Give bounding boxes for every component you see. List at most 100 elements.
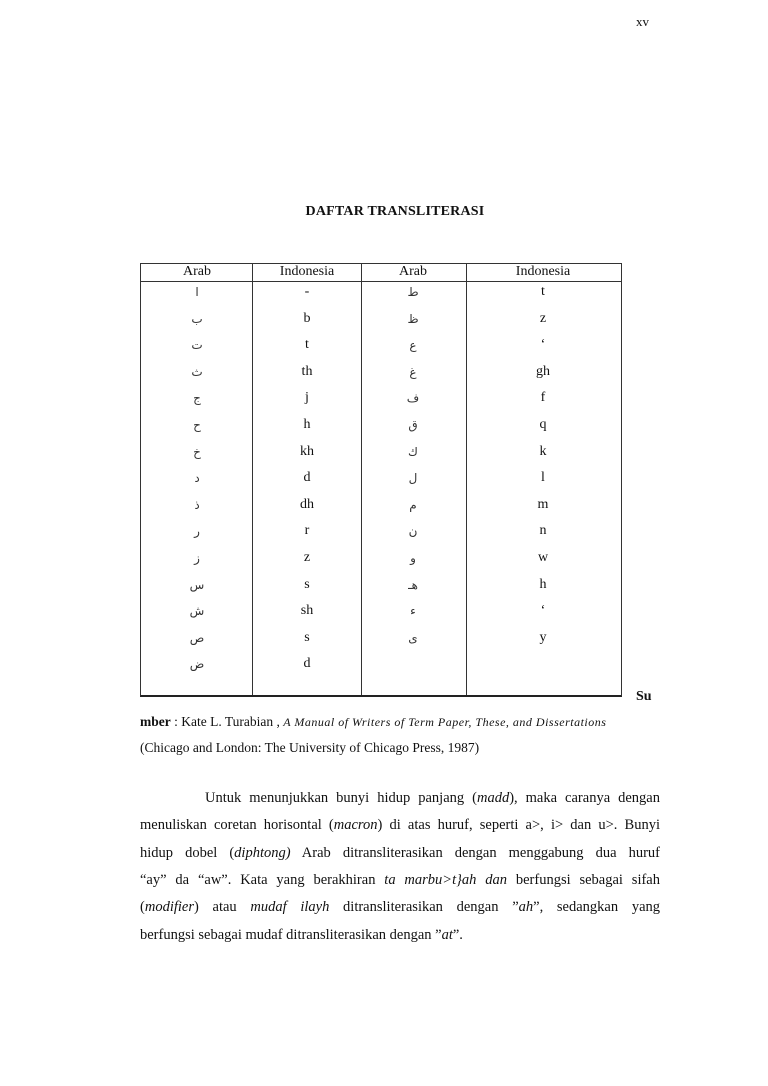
arabic-letter-cell: ك xyxy=(408,444,418,459)
text-segment: ”, sedangkan yang xyxy=(533,899,661,916)
arabic-letter-cell: ى xyxy=(408,630,418,645)
header-arab: Arab xyxy=(399,264,427,279)
text-segment: ”. xyxy=(452,926,463,943)
text-segment: ), maka caranya dengan xyxy=(509,790,660,806)
italic-term: madd xyxy=(476,790,510,806)
header-arab: Arab xyxy=(183,264,211,279)
paragraph-line: menuliskan coretan horisontal (macron) d… xyxy=(140,817,660,834)
header-indonesia: Indonesia xyxy=(279,264,335,279)
arabic-letter-cell: و xyxy=(410,551,416,565)
latin-letter-cell: ‘ xyxy=(540,603,546,619)
arabic-letter-cell: م xyxy=(409,497,417,512)
source-label-start: Su xyxy=(636,689,652,704)
latin-letter-cell: gh xyxy=(536,363,550,379)
page-number: xv xyxy=(636,14,649,29)
text-segment: ditransliterasikan dengan ” xyxy=(329,899,519,916)
text-segment: hidup dobel ( xyxy=(140,844,235,861)
text-segment: Arab ditransliterasikan dengan menggabun… xyxy=(290,844,660,861)
column-divider xyxy=(466,264,467,695)
source-publication: (Chicago and London: The University of C… xyxy=(140,740,480,755)
transliteration-table: Arab Indonesia Arab Indonesia ا - ط t ب b ظ z ت t… xyxy=(140,263,622,697)
latin-letter-cell: b xyxy=(303,310,311,326)
latin-letter-cell: k xyxy=(539,443,547,459)
latin-letter-cell: ‘ xyxy=(540,337,546,353)
arabic-letter-cell: ث xyxy=(191,364,203,379)
italic-term: ta marbu>t}ah dan xyxy=(384,871,508,888)
latin-letter-cell: t xyxy=(305,337,309,353)
latin-letter-cell: d xyxy=(303,656,311,672)
italic-term: ah xyxy=(518,899,534,916)
italic-term: modifier xyxy=(144,899,194,916)
arabic-letter-cell: ء xyxy=(410,604,416,619)
latin-letter-cell: d xyxy=(303,470,311,486)
arabic-letter-cell: ق xyxy=(408,418,418,432)
latin-letter-cell: j xyxy=(305,390,309,406)
arabic-letter-cell: د xyxy=(194,471,200,486)
latin-letter-cell: l xyxy=(541,470,545,486)
latin-letter-cell: sh xyxy=(300,603,314,619)
latin-letter-cell: m xyxy=(537,496,549,512)
italic-term: mudaf ilayh xyxy=(250,899,330,916)
arabic-letter-cell: ع xyxy=(409,338,417,353)
arabic-letter-cell: ف xyxy=(406,391,420,406)
paragraph-line: berfungsi sebagai mudaf ditransliterasik… xyxy=(140,927,660,944)
arabic-letter-cell: هـ xyxy=(408,577,418,592)
arabic-letter-cell: ظ xyxy=(407,311,419,326)
italic-term: diphtong) xyxy=(234,844,291,861)
arabic-letter-cell: ن xyxy=(408,524,418,539)
latin-letter-cell: t xyxy=(541,284,545,299)
arabic-letter-cell: ل xyxy=(408,471,418,486)
source-label-end: mber xyxy=(140,714,171,729)
paragraph-line: (modifier) atau mudaf ilayh ditransliter… xyxy=(140,899,660,916)
text-segment: ) di atas huruf, seperti a>, i> dan u>. … xyxy=(377,817,661,834)
italic-term: macron xyxy=(333,817,378,834)
paragraph-line: Untuk menunjukkan bunyi hidup panjang (m… xyxy=(205,790,660,807)
arabic-letter-cell: خ xyxy=(193,444,201,459)
text-segment: berfungsi sebagai mudaf ditransliterasik… xyxy=(140,926,442,943)
arabic-letter-cell: س xyxy=(189,577,205,592)
latin-letter-cell: - xyxy=(304,284,310,299)
latin-letter-cell: z xyxy=(303,550,311,565)
paragraph-line: hidup dobel (diphtong) Arab ditransliter… xyxy=(140,845,660,862)
latin-letter-cell: w xyxy=(537,550,549,565)
latin-letter-cell: n xyxy=(539,523,547,539)
latin-letter-cell: r xyxy=(304,523,310,539)
latin-letter-cell: th xyxy=(301,363,313,379)
source-book-title: A Manual of Writers of Term Paper, These… xyxy=(283,715,607,729)
arabic-letter-cell: ز xyxy=(194,551,200,565)
latin-letter-cell: h xyxy=(303,417,311,432)
arabic-letter-cell: ط xyxy=(407,285,419,299)
header-divider xyxy=(141,281,621,282)
column-divider xyxy=(252,264,253,695)
arabic-letter-cell: ح xyxy=(193,418,201,432)
italic-term: at xyxy=(441,926,453,943)
text-segment: Untuk menunjukkan bunyi hidup panjang ( xyxy=(205,790,477,806)
latin-letter-cell: h xyxy=(539,576,547,592)
arabic-letter-cell: ج xyxy=(193,391,201,406)
source-author: : Kate L. Turabian , xyxy=(170,714,284,729)
source-citation: mber : Kate L. Turabian , A Manual of Wr… xyxy=(140,714,660,730)
latin-letter-cell: kh xyxy=(300,443,314,459)
text-segment: “ay” da “aw”. Kata yang berakhiran xyxy=(140,871,385,888)
text-segment: menuliskan coretan horisontal ( xyxy=(140,817,334,834)
arabic-letter-cell: ض xyxy=(189,657,205,672)
text-segment: berfungsi sebagai sifah xyxy=(507,871,660,888)
arabic-letter-cell: غ xyxy=(409,364,417,379)
arabic-letter-cell: ا xyxy=(195,285,199,299)
arabic-letter-cell: ب xyxy=(191,311,203,326)
latin-letter-cell: s xyxy=(304,629,310,645)
arabic-letter-cell: ص xyxy=(189,630,205,645)
arabic-letter-cell: ذ xyxy=(194,497,200,512)
column-divider xyxy=(361,264,362,695)
latin-letter-cell: y xyxy=(539,629,547,645)
text-segment: ( xyxy=(140,899,145,916)
page-title: DAFTAR TRANSLITERASI xyxy=(305,204,485,219)
arabic-letter-cell: ش xyxy=(189,604,205,619)
latin-letter-cell: f xyxy=(540,390,546,406)
arabic-letter-cell: ت xyxy=(191,338,203,353)
arabic-letter-cell: ر xyxy=(194,524,200,539)
header-indonesia: Indonesia xyxy=(515,264,571,279)
text-segment: ) atau xyxy=(193,899,251,916)
latin-letter-cell: dh xyxy=(300,496,314,512)
latin-letter-cell: z xyxy=(539,310,547,326)
